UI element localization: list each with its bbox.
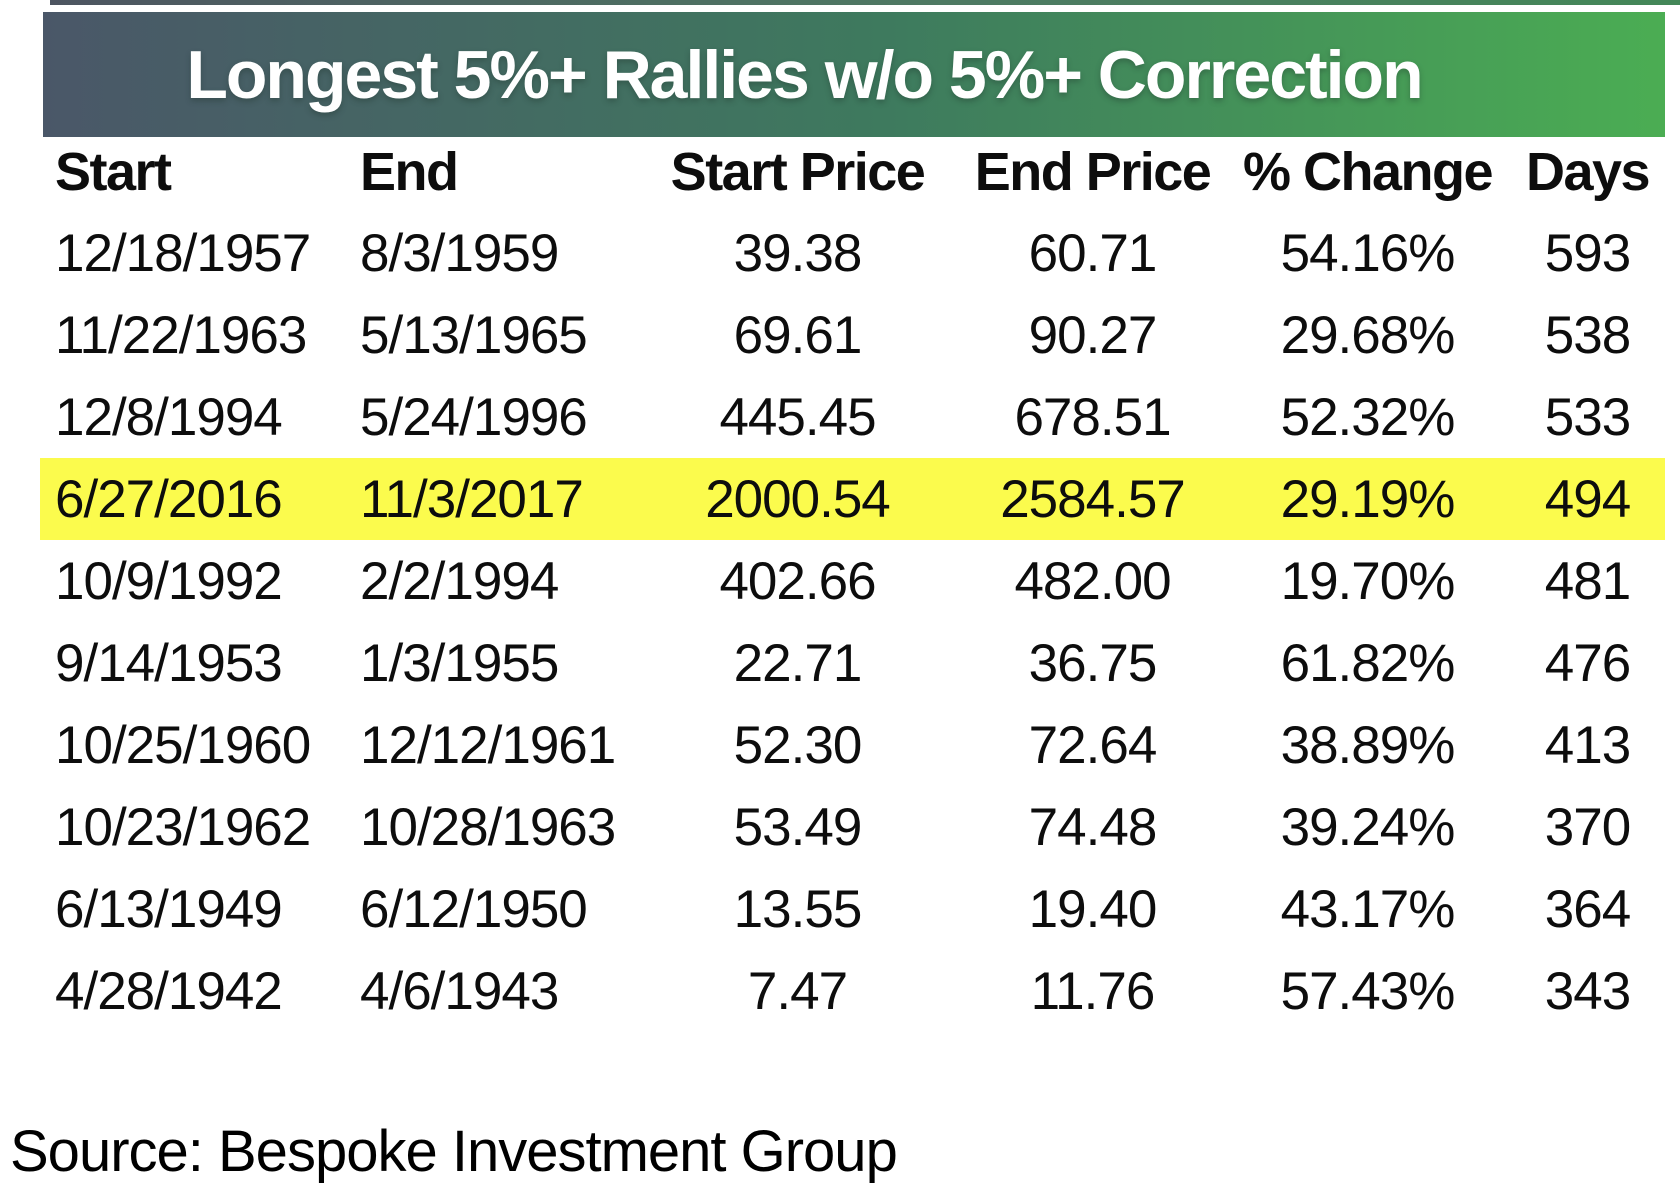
- cell-end-price: 60.71: [1028, 223, 1158, 283]
- cell-end: 1/3/1955: [360, 633, 559, 693]
- cell-end: 6/12/1950: [360, 879, 588, 939]
- top-edge-strip: [50, 0, 1680, 5]
- cell-end-price: 678.51: [1014, 387, 1171, 447]
- cell-end: 5/24/1996: [360, 387, 588, 447]
- table-row: 9/14/1953 1/3/1955 22.71 36.75 61.82% 47…: [40, 622, 1665, 704]
- cell-pct-change: 39.24%: [1280, 797, 1456, 857]
- col-header-end-price: End Price: [974, 142, 1212, 202]
- cell-start: 10/23/1962: [55, 797, 311, 857]
- table-header-row: Start End Start Price End Price % Change…: [40, 132, 1665, 212]
- col-header-start: Start: [55, 142, 172, 202]
- cell-end: 4/6/1943: [360, 961, 559, 1021]
- rallies-table: Start End Start Price End Price % Change…: [40, 132, 1665, 1032]
- cell-start: 12/8/1994: [55, 387, 283, 447]
- cell-start-price: 402.66: [719, 551, 876, 611]
- cell-start-price: 52.30: [733, 715, 863, 775]
- cell-pct-change: 19.70%: [1280, 551, 1456, 611]
- cell-start-price: 445.45: [719, 387, 876, 447]
- cell-end-price: 72.64: [1028, 715, 1158, 775]
- table-row: 11/22/1963 5/13/1965 69.61 90.27 29.68% …: [40, 294, 1665, 376]
- cell-end: 11/3/2017: [360, 469, 584, 529]
- cell-pct-change: 52.32%: [1280, 387, 1456, 447]
- cell-pct-change: 54.16%: [1280, 223, 1456, 283]
- cell-start: 9/14/1953: [55, 633, 283, 693]
- source-caption: Source: Bespoke Investment Group: [10, 1119, 898, 1184]
- cell-start: 4/28/1942: [55, 961, 283, 1021]
- cell-days: 476: [1544, 633, 1631, 693]
- title-banner: Longest 5%+ Rallies w/o 5%+ Correction: [43, 12, 1665, 137]
- cell-start-price: 53.49: [733, 797, 863, 857]
- cell-pct-change: 43.17%: [1280, 879, 1456, 939]
- cell-days: 370: [1544, 797, 1631, 857]
- cell-start-price: 22.71: [733, 633, 863, 693]
- cell-pct-change: 61.82%: [1280, 633, 1456, 693]
- cell-days: 593: [1544, 223, 1631, 283]
- cell-end-price: 74.48: [1028, 797, 1158, 857]
- col-header-pct-change: % Change: [1242, 142, 1494, 202]
- table-row: 12/8/1994 5/24/1996 445.45 678.51 52.32%…: [40, 376, 1665, 458]
- col-header-end: End: [360, 142, 459, 202]
- cell-pct-change: 38.89%: [1280, 715, 1456, 775]
- cell-start-price: 7.47: [747, 961, 848, 1021]
- cell-days: 533: [1544, 387, 1631, 447]
- cell-start-price: 39.38: [733, 223, 863, 283]
- cell-start: 6/13/1949: [55, 879, 283, 939]
- table-row: 4/28/1942 4/6/1943 7.47 11.76 57.43% 343: [40, 950, 1665, 1032]
- cell-end-price: 19.40: [1028, 879, 1158, 939]
- cell-end-price: 11.76: [1030, 961, 1156, 1021]
- cell-start: 10/25/1960: [55, 715, 311, 775]
- cell-end: 2/2/1994: [360, 551, 559, 611]
- cell-days: 481: [1544, 551, 1631, 611]
- table-row: 10/9/1992 2/2/1994 402.66 482.00 19.70% …: [40, 540, 1665, 622]
- table-row: 10/23/1962 10/28/1963 53.49 74.48 39.24%…: [40, 786, 1665, 868]
- cell-start: 10/9/1992: [55, 551, 283, 611]
- cell-end-price: 2584.57: [1000, 469, 1186, 529]
- cell-start-price: 69.61: [733, 305, 863, 365]
- cell-end: 5/13/1965: [360, 305, 588, 365]
- table-row: 6/13/1949 6/12/1950 13.55 19.40 43.17% 3…: [40, 868, 1665, 950]
- cell-days: 538: [1544, 305, 1631, 365]
- cell-start-price: 13.55: [733, 879, 863, 939]
- cell-days: 364: [1544, 879, 1631, 939]
- cell-days: 343: [1544, 961, 1631, 1021]
- cell-start: 6/27/2016: [55, 469, 283, 529]
- col-header-days: Days: [1525, 142, 1651, 202]
- cell-end: 8/3/1959: [360, 223, 559, 283]
- cell-end-price: 90.27: [1028, 305, 1158, 365]
- cell-start-price: 2000.54: [705, 469, 891, 529]
- table-row: 12/18/1957 8/3/1959 39.38 60.71 54.16% 5…: [40, 212, 1665, 294]
- cell-pct-change: 57.43%: [1280, 961, 1456, 1021]
- table-row: 10/25/1960 12/12/1961 52.30 72.64 38.89%…: [40, 704, 1665, 786]
- cell-start: 12/18/1957: [55, 223, 311, 283]
- cell-days: 494: [1544, 469, 1631, 529]
- cell-pct-change: 29.19%: [1280, 469, 1456, 529]
- cell-end-price: 482.00: [1014, 551, 1171, 611]
- cell-end-price: 36.75: [1028, 633, 1158, 693]
- cell-end: 10/28/1963: [360, 797, 616, 857]
- cell-days: 413: [1544, 715, 1631, 775]
- cell-end: 12/12/1961: [360, 715, 616, 775]
- col-header-start-price: Start Price: [670, 142, 926, 202]
- table-row-highlighted: 6/27/2016 11/3/2017 2000.54 2584.57 29.1…: [40, 458, 1665, 540]
- cell-pct-change: 29.68%: [1280, 305, 1456, 365]
- page-title: Longest 5%+ Rallies w/o 5%+ Correction: [186, 36, 1423, 113]
- cell-start: 11/22/1963: [55, 305, 307, 365]
